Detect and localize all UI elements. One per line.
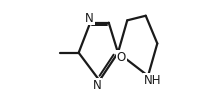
Text: N: N (85, 12, 94, 25)
Text: NH: NH (144, 74, 161, 87)
Text: O: O (117, 51, 126, 64)
Text: N: N (93, 79, 102, 92)
